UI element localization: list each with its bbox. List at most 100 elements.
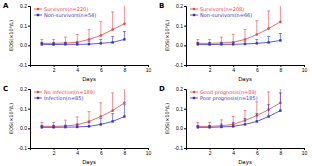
x-axis-line [187, 66, 305, 68]
y-tick-label: 0.2 [176, 86, 183, 92]
point [232, 125, 234, 127]
y-tick-mark [184, 6, 186, 7]
panel: 246810-0.10.00.10.2DaysEOS(×10⁹/L)Good p… [159, 81, 307, 166]
y-tick-label: 0.0 [176, 125, 183, 131]
y-tick-mark [28, 148, 30, 149]
x-tick: 10 [302, 148, 308, 156]
error-bar [255, 21, 258, 35]
x-tick: 8 [124, 65, 127, 73]
x-tick: 8 [280, 148, 283, 156]
legend-swatch [34, 15, 42, 16]
error-bar [267, 105, 270, 117]
x-tick: 10 [146, 65, 152, 73]
x-tick: 2 [209, 65, 212, 73]
x-tick: 6 [256, 148, 259, 156]
series-line [198, 111, 281, 128]
data-area [40, 89, 126, 129]
x-tick-label: 10 [146, 67, 152, 73]
point [100, 115, 103, 118]
point [111, 41, 113, 43]
x-tick: 2 [53, 148, 56, 156]
error-bar [279, 93, 282, 111]
point [267, 27, 270, 30]
error-bar [111, 12, 114, 30]
point [208, 43, 210, 45]
y-tick-label: -0.1 [174, 145, 183, 151]
y-tick: 0.2 [176, 3, 186, 9]
legend-swatch [34, 92, 42, 93]
y-tick: 0.1 [20, 23, 30, 29]
x-tick-label: 6 [256, 150, 259, 156]
x-tick: 4 [76, 148, 79, 156]
error-bar [267, 11, 270, 29]
legend-marker [37, 97, 39, 99]
point [111, 28, 114, 31]
x-tick-label: 10 [302, 150, 308, 156]
y-axis: -0.10.00.10.2 [18, 86, 30, 151]
legend-label: Non-survivors(n=54) [44, 12, 96, 18]
point [41, 125, 44, 128]
point [52, 125, 55, 128]
point [88, 43, 90, 45]
y-tick: 0.1 [20, 106, 30, 112]
x-axis: 246810 [31, 148, 152, 156]
error-bar [99, 22, 102, 36]
y-tick-label: 0.1 [176, 23, 183, 29]
point [256, 33, 259, 36]
x-tick-label: 4 [76, 67, 79, 73]
legend-marker [37, 8, 40, 11]
point [100, 42, 102, 44]
x-tick-label: 10 [146, 150, 152, 156]
x-tick-label: 6 [256, 67, 259, 73]
point [76, 43, 78, 45]
legend-swatch [34, 98, 42, 99]
point [111, 109, 114, 112]
y-tick-label: 0.2 [20, 86, 27, 92]
point [244, 43, 246, 45]
panel-label: B [159, 2, 164, 10]
point [244, 123, 246, 125]
point [76, 123, 79, 126]
panel: 246810-0.10.00.10.2DaysEOS(×10⁹/L)Surviv… [159, 0, 307, 83]
y-axis-line [184, 7, 187, 66]
panel-label: C [3, 85, 8, 93]
point [52, 126, 54, 128]
y-tick: 0.2 [176, 86, 186, 92]
point [100, 34, 103, 37]
x-axis-line [31, 149, 149, 151]
x-axis-title: Days [238, 159, 252, 166]
legend: Good prognosis(n=89)Poor prognosis(n=185… [190, 89, 258, 102]
legend: Survivors(n=220)Non-survivors(n=54) [34, 6, 96, 18]
y-tick-label: 0.0 [176, 42, 183, 48]
x-axis-title: Days [82, 76, 96, 83]
panel-label: D [159, 85, 165, 93]
legend-marker [193, 8, 196, 11]
y-tick-mark [28, 128, 30, 129]
x-tick-label: 2 [53, 150, 56, 156]
legend-marker [193, 97, 195, 99]
y-tick: 0.0 [20, 125, 30, 131]
x-tick: 4 [76, 65, 79, 73]
point [123, 38, 125, 40]
y-axis: -0.10.00.10.2 [18, 3, 30, 68]
point [279, 109, 281, 111]
x-tick-label: 4 [232, 150, 235, 156]
y-axis-title: EOS(×10⁹/L) [164, 20, 170, 51]
x-tick-label: 8 [280, 150, 283, 156]
x-tick: 2 [209, 148, 212, 156]
y-tick-label: 0.1 [20, 106, 27, 112]
point [197, 43, 199, 45]
y-tick-mark [184, 148, 186, 149]
data-area [196, 6, 282, 46]
legend-marker [37, 91, 40, 94]
y-axis-title: EOS(×10⁹/L) [8, 103, 14, 134]
point [267, 115, 269, 117]
error-bar [123, 89, 126, 103]
x-tick-label: 4 [76, 150, 79, 156]
point [52, 43, 54, 45]
x-axis-line [187, 149, 305, 151]
point [88, 38, 91, 41]
y-tick: 0.0 [176, 125, 186, 131]
error-bar [244, 30, 247, 40]
series-line [198, 22, 281, 44]
